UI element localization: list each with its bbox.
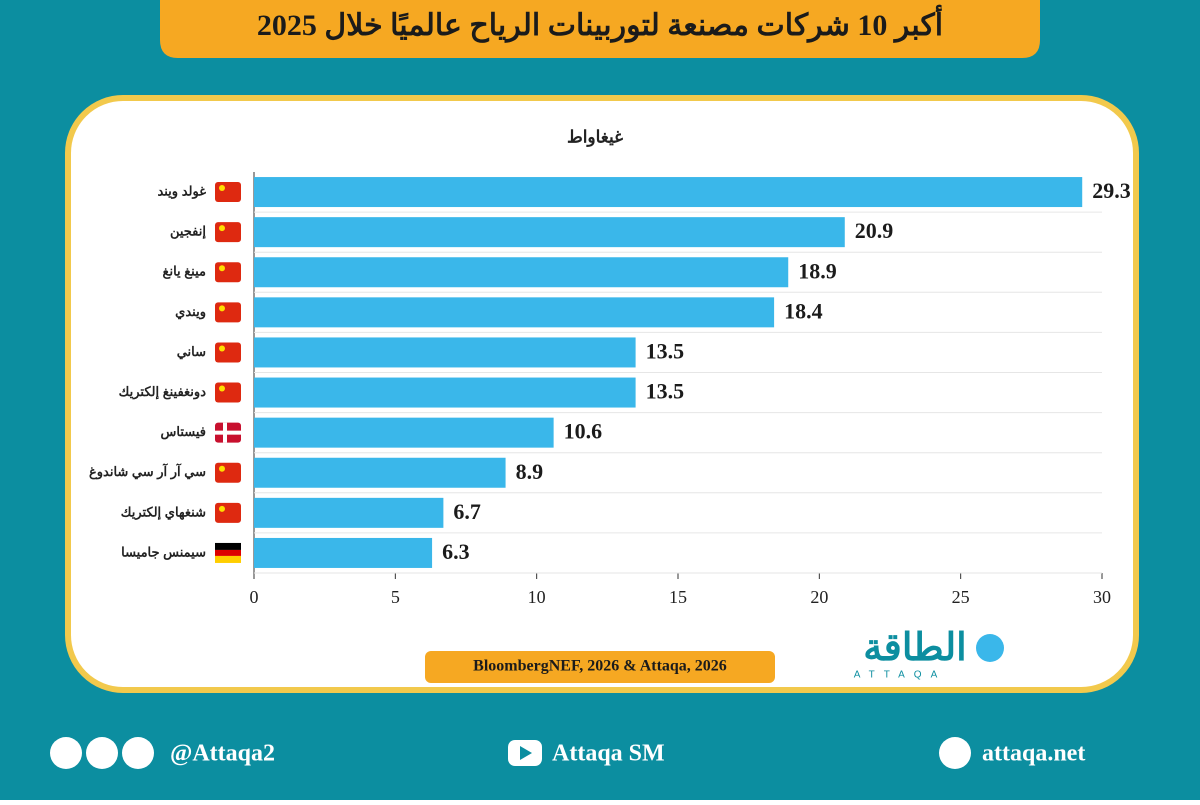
- value-label: 13.5: [646, 379, 685, 404]
- facebook-icon: [122, 737, 154, 769]
- flag-star: [219, 225, 225, 232]
- social-handle: @Attaqa2: [170, 741, 275, 767]
- flag: [215, 549, 241, 556]
- x-tick-label: 10: [528, 587, 546, 607]
- flag-star: [219, 505, 225, 512]
- value-label: 18.4: [784, 298, 823, 323]
- category-label: دونغفينغ إلكتريك: [119, 384, 207, 400]
- bar: [254, 457, 506, 488]
- source: BloombergNEF, 2026 & Attaqa, 2026: [473, 658, 727, 675]
- flag-star: [219, 385, 225, 392]
- category-label: ويندي: [175, 304, 206, 320]
- logo-latin: ATTAQA: [854, 670, 947, 681]
- flag-star: [219, 265, 225, 272]
- x-tick-label: 0: [250, 587, 259, 607]
- youtube-play: [520, 746, 532, 760]
- category-label: سي آر آر سي شاندوغ: [89, 463, 206, 480]
- value-label: 29.3: [1092, 178, 1131, 203]
- flag: [215, 222, 241, 243]
- x-tick-label: 30: [1093, 587, 1111, 607]
- value-label: 20.9: [855, 218, 894, 243]
- category-label: سيمنس جاميسا: [121, 544, 206, 560]
- logo-name: الطاقة: [863, 627, 966, 669]
- flag-star: [219, 305, 225, 312]
- value-label: 18.9: [798, 258, 837, 283]
- value-label: 10.6: [564, 419, 603, 444]
- category-label: شنغهاي إلكتريك: [121, 504, 206, 520]
- plot: 0 5 10 15 20 25 30 غولد ويند 29.3 إنفجين 20.9 مينغ …: [89, 172, 1131, 607]
- x-tick-label: 20: [810, 587, 828, 607]
- flag-star: [219, 345, 225, 352]
- flag: [215, 555, 241, 563]
- website: attaqa.net: [982, 741, 1085, 767]
- bar: [254, 297, 775, 328]
- x-tick-label: 15: [669, 587, 687, 607]
- category-label: إنفجين: [170, 224, 206, 240]
- category-label: ساني: [177, 344, 206, 360]
- flag-cross: [215, 430, 241, 435]
- flag: [215, 382, 241, 403]
- bar: [254, 537, 433, 568]
- flag-star: [219, 185, 225, 192]
- flag: [215, 262, 241, 283]
- title-banner: [160, 0, 1040, 58]
- instagram-icon: [86, 737, 118, 769]
- youtube: Attaqa SM: [552, 741, 665, 767]
- value-label: 8.9: [516, 459, 544, 484]
- category-label: مينغ يانغ: [163, 264, 206, 280]
- unit-label: غيغاواط: [567, 127, 623, 147]
- flag-star: [219, 465, 225, 472]
- flag: [215, 502, 241, 523]
- bar: [254, 217, 845, 248]
- title: أكبر 10 شركات مصنعة لتوربينات الرياح عال…: [257, 4, 943, 43]
- bar: [254, 257, 789, 288]
- flag: [215, 342, 241, 363]
- x-tick-label: 5: [391, 587, 400, 607]
- bar: [254, 177, 1083, 208]
- bar: [254, 417, 554, 448]
- flag: [215, 302, 241, 323]
- value-label: 13.5: [646, 338, 685, 363]
- category-label: غولد ويند: [157, 183, 206, 199]
- value-label: 6.3: [442, 539, 470, 564]
- x-icon: [50, 737, 82, 769]
- web-icon: [939, 737, 971, 769]
- source-box: [425, 651, 775, 683]
- value-label: 6.7: [453, 499, 481, 524]
- flag: [215, 462, 241, 483]
- flag: [215, 542, 241, 550]
- bar: [254, 497, 444, 528]
- bar: [254, 377, 636, 408]
- x-tick-label: 25: [952, 587, 970, 607]
- category-label: فيستاس: [161, 424, 207, 440]
- logo-drop: [976, 634, 1004, 662]
- flag: [215, 182, 241, 203]
- bar: [254, 337, 636, 368]
